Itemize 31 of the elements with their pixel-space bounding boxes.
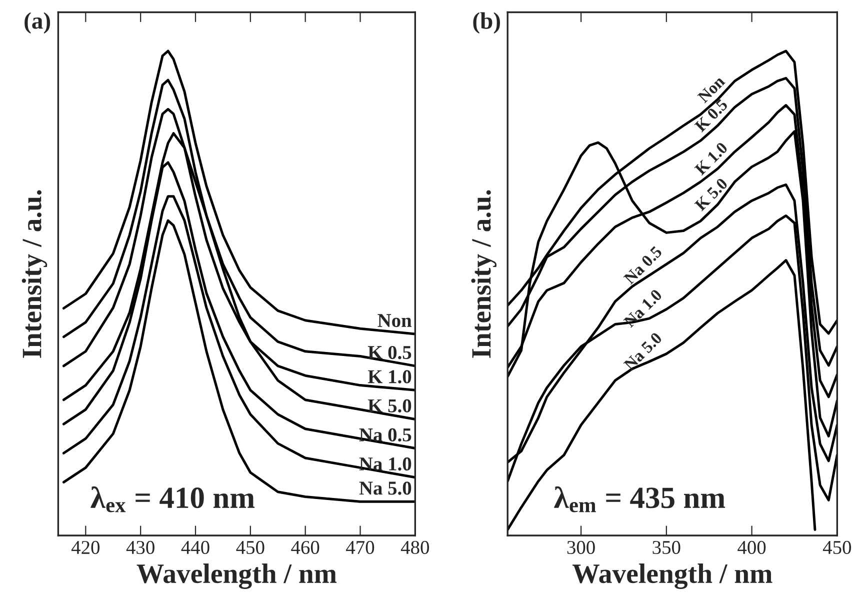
x-tick-label: 430 (126, 540, 154, 554)
text: Na 5.0 (623, 332, 663, 372)
y-axis-title: Intensity / a.u. (22, 190, 48, 358)
chart-title: (a) (24, 12, 50, 34)
series-label: Na 0.5 (359, 428, 412, 442)
x-tick-label: 460 (291, 540, 320, 554)
x-tick-label: 470 (346, 540, 374, 554)
x-tick-label: 450 (822, 540, 852, 554)
annotation: λ$_{ex}$ = 410 nm (90, 486, 255, 512)
series-label: Na 5.0 (359, 482, 412, 495)
series-label: K 5.0 (368, 399, 412, 412)
x-tick-label: 440 (181, 540, 210, 554)
series-label: Na 1.0 (359, 457, 412, 471)
x-tick-label: 420 (71, 540, 100, 554)
annotation: λ$_{em}$ = 435 nm (554, 486, 726, 512)
text: Na 0.5 (623, 245, 663, 285)
x-tick-label: 350 (652, 540, 680, 554)
x-axis-title: Wavelength / nm (572, 564, 772, 589)
x-tick-label: 480 (400, 540, 429, 554)
x-axis-title: Wavelength / nm (136, 564, 337, 589)
x-tick-label: 400 (738, 540, 766, 554)
series-label: K 1.0 (368, 370, 412, 384)
text: Na 1.0 (623, 288, 663, 328)
series-label: Non (378, 314, 412, 328)
text: K 5.0 (694, 177, 728, 212)
x-tick-label: 300 (567, 540, 595, 554)
series-label: K 0.5 (368, 346, 412, 360)
chart-title: (b) (473, 12, 500, 34)
y-axis-title: Intensity / a.u. (471, 190, 496, 358)
text: K 1.0 (694, 142, 728, 176)
x-tick-label: 450 (236, 540, 264, 554)
